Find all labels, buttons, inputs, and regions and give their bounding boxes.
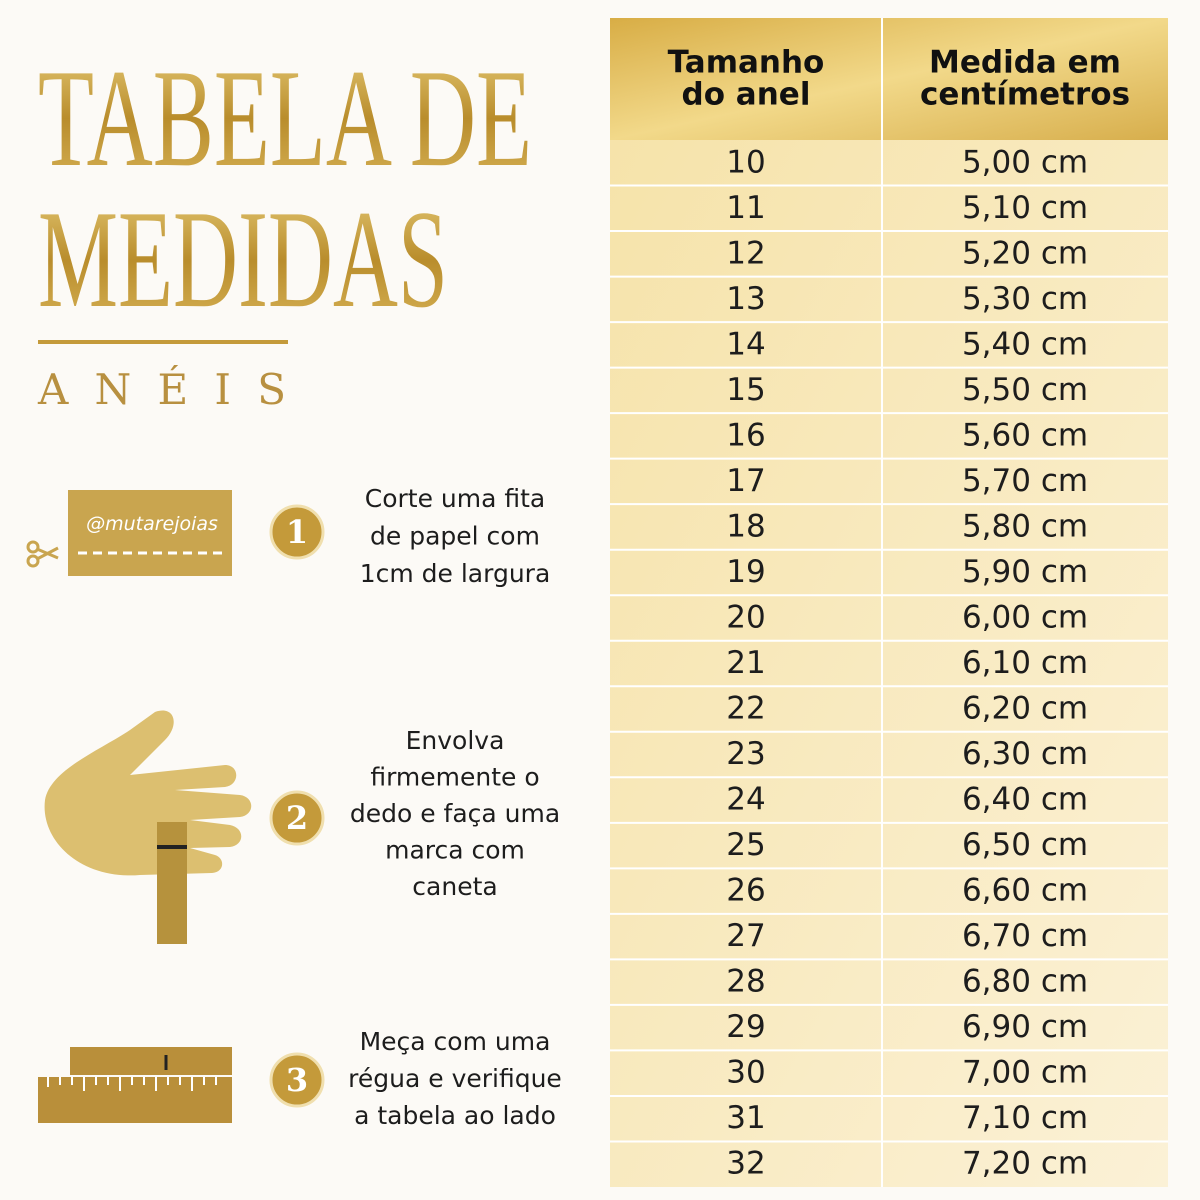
- step-text: marca com: [385, 836, 525, 865]
- table-cell: 20: [726, 599, 765, 635]
- column-header: do anel: [682, 77, 811, 113]
- table-cell: 7,00 cm: [962, 1055, 1088, 1091]
- table-body: [610, 140, 1168, 1187]
- table-cell: 5,00 cm: [962, 144, 1088, 180]
- column-header: Tamanho: [668, 45, 825, 81]
- table-cell: 5,40 cm: [962, 326, 1088, 362]
- table-cell: 10: [726, 144, 765, 180]
- table-cell: 6,50 cm: [962, 827, 1088, 863]
- step-badge: [269, 504, 325, 560]
- table-cell: 5,50 cm: [962, 372, 1088, 408]
- table-cell: 5,90 cm: [962, 554, 1088, 590]
- step-text: 1cm de largura: [360, 559, 551, 588]
- table-cell: 17: [726, 463, 765, 499]
- title-line: MEDIDAS: [38, 182, 448, 337]
- table-cell: 6,90 cm: [962, 1009, 1088, 1045]
- table-cell: 23: [726, 736, 765, 772]
- table-cell: 5,30 cm: [962, 281, 1088, 317]
- table-cell: 16: [726, 417, 765, 453]
- table-cell: 24: [726, 782, 765, 818]
- table-cell: 5,80 cm: [962, 508, 1088, 544]
- step-number: 1: [286, 513, 308, 551]
- step-number: 3: [286, 1061, 308, 1099]
- step-number: 2: [286, 799, 308, 837]
- table-cell: 19: [726, 554, 765, 590]
- table-cell: 30: [726, 1055, 765, 1091]
- table-cell: 6,70 cm: [962, 918, 1088, 954]
- step-text: de papel com: [370, 522, 540, 551]
- table-cell: 28: [726, 964, 765, 1000]
- step-text: caneta: [412, 872, 497, 901]
- step-text: dedo e faça uma: [350, 799, 560, 828]
- table-cell: 15: [726, 372, 765, 408]
- table-cell: 22: [726, 691, 765, 727]
- table-cell: 5,60 cm: [962, 417, 1088, 453]
- table-cell: 6,40 cm: [962, 782, 1088, 818]
- column-header: centímetros: [920, 77, 1130, 113]
- step-badge: [269, 790, 325, 846]
- step-text: Meça com uma: [360, 1027, 551, 1056]
- table-cell: 26: [726, 873, 765, 909]
- table-cell: 6,30 cm: [962, 736, 1088, 772]
- step-text: Corte uma fita: [365, 484, 546, 513]
- table-cell: 6,00 cm: [962, 599, 1088, 635]
- hand-icon: [44, 710, 252, 944]
- table-cell: 27: [726, 918, 765, 954]
- title-line: TABELA DE: [38, 41, 532, 196]
- table-cell: 32: [726, 1146, 765, 1182]
- column-header: Medida em: [929, 45, 1121, 81]
- table-cell: 12: [726, 235, 765, 271]
- table-cell: 18: [726, 508, 765, 544]
- table-cell: 5,10 cm: [962, 190, 1088, 226]
- tape-icon: @mutarejoias: [26, 490, 232, 576]
- tape-label: @mutarejoias: [86, 513, 218, 535]
- step-badge: [269, 1052, 325, 1108]
- step-text: Envolva: [406, 726, 505, 755]
- table-header: [610, 18, 1168, 140]
- step-text: régua e verifique: [348, 1064, 562, 1093]
- table-cell: 7,20 cm: [962, 1146, 1088, 1182]
- table-cell: 21: [726, 645, 765, 681]
- table-cell: 5,70 cm: [962, 463, 1088, 499]
- table-cell: 11: [726, 190, 765, 226]
- table-cell: 7,10 cm: [962, 1100, 1088, 1136]
- table-cell: 14: [726, 326, 765, 362]
- table-cell: 13: [726, 281, 765, 317]
- divider: [38, 340, 288, 344]
- ruler-icon: [38, 1047, 232, 1123]
- table-cell: 6,80 cm: [962, 964, 1088, 1000]
- step-text: a tabela ao lado: [354, 1101, 556, 1130]
- table-cell: 6,20 cm: [962, 691, 1088, 727]
- table-cell: 6,60 cm: [962, 873, 1088, 909]
- table-cell: 25: [726, 827, 765, 863]
- step-text: firmemente o: [370, 763, 539, 792]
- table-cell: 6,10 cm: [962, 645, 1088, 681]
- table-cell: 31: [726, 1100, 765, 1136]
- table-cell: 29: [726, 1009, 765, 1045]
- table-cell: 5,20 cm: [962, 235, 1088, 271]
